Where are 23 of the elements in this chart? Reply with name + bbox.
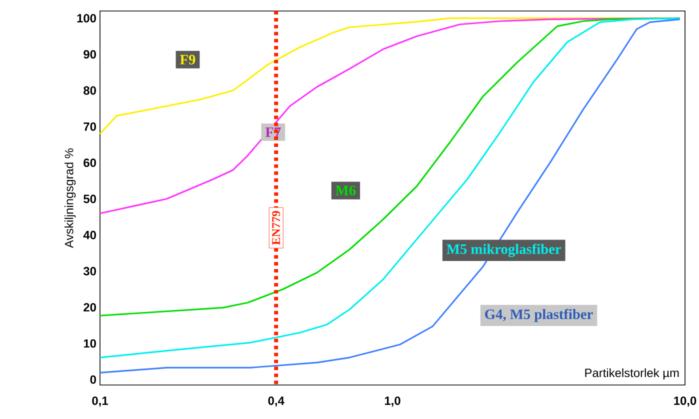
y-tick-label: 70 bbox=[84, 122, 96, 131]
y-tick-label: 60 bbox=[84, 158, 96, 167]
x-tick-label: 1,0 bbox=[384, 396, 400, 407]
y-tick-label: 10 bbox=[84, 339, 96, 348]
ref-line-label: EN779 bbox=[272, 210, 280, 245]
y-tick-label: 90 bbox=[84, 50, 96, 59]
y-tick-label: 20 bbox=[84, 303, 96, 312]
y-tick-label: 40 bbox=[83, 230, 96, 240]
y-tick-label: 80 bbox=[84, 86, 96, 95]
series-label: M5 mikroglasfiber bbox=[446, 244, 562, 257]
x-tick-label: 10,0 bbox=[674, 396, 696, 407]
text: G4, M5 plastfiber bbox=[485, 308, 593, 322]
series-label: F7 bbox=[265, 127, 281, 137]
y-tick-label: 100 bbox=[77, 14, 96, 22]
x-tick-label: 0,4 bbox=[268, 396, 284, 407]
y-tick-label: 0 bbox=[90, 375, 96, 384]
text: M6 bbox=[336, 186, 356, 196]
y-tick-label: 50 bbox=[84, 194, 96, 204]
text: F9 bbox=[180, 54, 196, 64]
y-tick-label: 30 bbox=[83, 266, 96, 276]
x-tick-label: 0,1 bbox=[92, 396, 108, 407]
x-axis-title: Partikelstorlek µm bbox=[585, 368, 679, 380]
y-axis-title: Avskiljningsgrad % bbox=[64, 148, 76, 248]
